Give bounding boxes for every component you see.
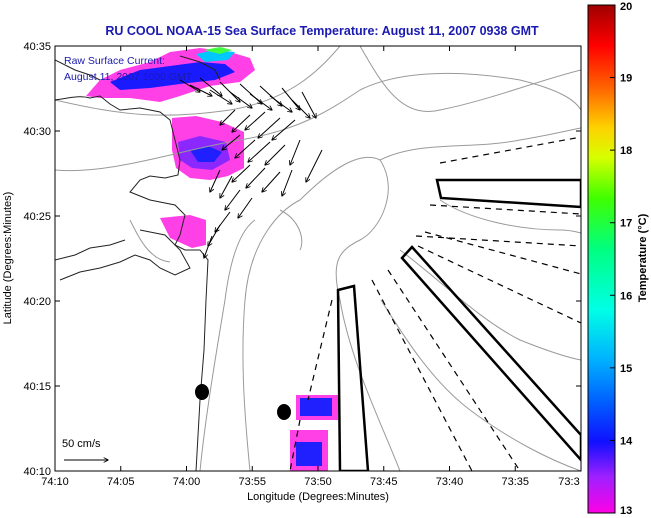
colorbar-tick-label: 20 <box>620 1 632 13</box>
colorbar-tick-label: 19 <box>620 73 632 85</box>
sst-patch-small <box>160 215 206 248</box>
station-marker-east <box>277 404 291 420</box>
current-vectors <box>179 77 323 258</box>
map-layer <box>55 46 581 471</box>
colorbar-tick-label: 18 <box>620 145 632 157</box>
x-tick-label: 74:00 <box>173 476 201 488</box>
sst-patch-west-core <box>190 146 222 162</box>
current-label: Raw Surface Current: <box>64 55 165 67</box>
sst-patch-se-1-core <box>300 398 332 416</box>
scale-label: 50 cm/s <box>62 438 101 450</box>
area-box-north <box>435 178 581 209</box>
area-box-south <box>336 284 370 471</box>
current-time: August 11, 2007 1000 GMT <box>64 71 193 83</box>
shipping-lanes <box>289 136 581 471</box>
colorbar-ticks: 20 19 18 17 16 15 14 13 <box>610 1 633 517</box>
x-tick-label: 73:3 <box>558 476 579 488</box>
area-box-diagonal <box>400 245 581 462</box>
y-tick-label: 40:15 <box>23 381 51 393</box>
station-marker-west <box>195 384 209 400</box>
colorbar-tick-label: 14 <box>620 435 633 447</box>
x-axis-label: Longitude (Degrees:Minutes) <box>247 491 389 503</box>
y-tick-label: 40:30 <box>23 126 51 138</box>
x-tick-label: 74:10 <box>41 476 69 488</box>
y-axis-label: Latitude (Degrees:Minutes) <box>2 192 14 325</box>
sst-patch-north-cyan <box>196 50 235 62</box>
colorbar-tick-label: 15 <box>620 363 632 375</box>
y-axis: 40:35 40:30 40:25 40:20 40:15 40:10 <box>23 41 581 478</box>
x-tick-label: 73:45 <box>370 476 398 488</box>
colorbar-tick-label: 16 <box>620 290 632 302</box>
sst-patch-north-cold <box>110 62 235 90</box>
y-tick-label: 40:35 <box>23 41 51 53</box>
x-tick-label: 74:05 <box>107 476 135 488</box>
x-tick-label: 73:55 <box>238 476 266 488</box>
x-tick-label: 73:35 <box>501 476 529 488</box>
y-tick-label: 40:20 <box>23 296 51 308</box>
sst-patches <box>86 47 338 471</box>
colorbar-tick-label: 17 <box>620 218 632 230</box>
y-tick-label: 40:25 <box>23 211 51 223</box>
coastline <box>55 55 221 471</box>
colorbar <box>587 4 616 514</box>
area-outlines <box>336 178 581 471</box>
chart-title: RU COOL NOAA-15 Sea Surface Temperature:… <box>105 24 539 38</box>
sst-patch-north-green <box>204 47 232 54</box>
sst-patch-se-2-core <box>296 442 322 466</box>
y-tick-label: 40:10 <box>23 466 51 478</box>
x-axis: 74:10 74:05 74:00 73:55 73:50 73:45 73:40 73:35… <box>41 46 582 488</box>
x-tick-label: 73:50 <box>304 476 332 488</box>
bathymetry-contours <box>55 46 581 471</box>
colorbar-label: Temperature (°C) <box>637 213 649 302</box>
x-tick-label: 73:40 <box>436 476 464 488</box>
colorbar-tick-label: 13 <box>620 505 632 517</box>
